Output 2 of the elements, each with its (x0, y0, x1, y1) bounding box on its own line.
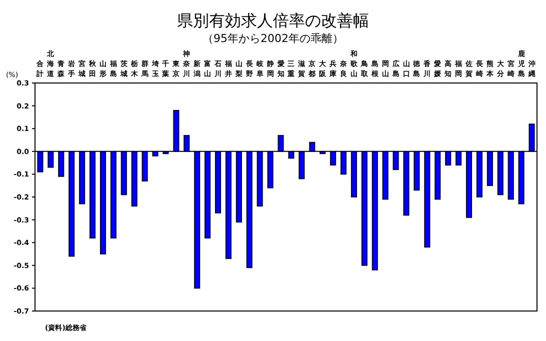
chart-title: 県別有効求人倍率の改善幅 (177, 11, 369, 30)
chart-subtitle: （95年から2002年の乖離） (202, 32, 344, 45)
